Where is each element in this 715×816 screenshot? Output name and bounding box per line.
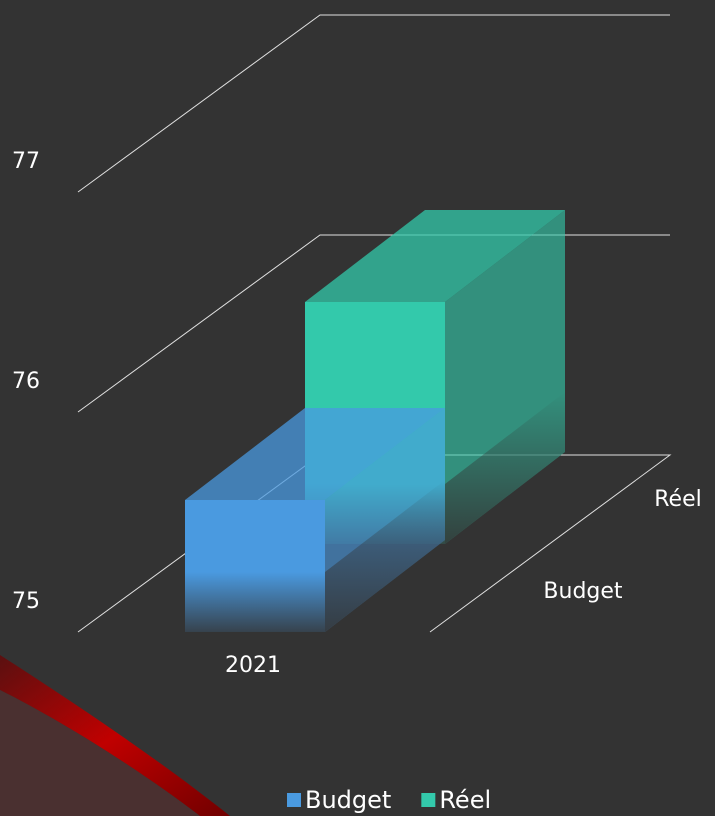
bar-side-shade <box>445 392 565 544</box>
bar-shade <box>185 572 325 632</box>
grid-line <box>77 14 670 193</box>
legend-swatch <box>421 793 436 807</box>
legend-label: Budget <box>305 786 391 814</box>
series-axis-label: Budget <box>543 579 623 604</box>
decoration-swoosh <box>0 655 230 816</box>
y-tick-label: 77 <box>12 149 40 174</box>
x-tick-label: 2021 <box>225 653 281 678</box>
plot: 75 76 77 2021 Budget Réel Budget Réel <box>12 14 702 814</box>
y-tick-label: 76 <box>12 369 40 394</box>
y-tick-label: 75 <box>12 589 40 614</box>
bar-top <box>185 408 445 500</box>
bar-top <box>305 210 565 302</box>
legend-swatch <box>287 793 301 807</box>
series-axis-label: Réel <box>654 487 701 512</box>
decoration-panel <box>0 690 200 816</box>
legend-label: Réel <box>439 786 491 814</box>
bar-side-shade <box>325 480 445 632</box>
